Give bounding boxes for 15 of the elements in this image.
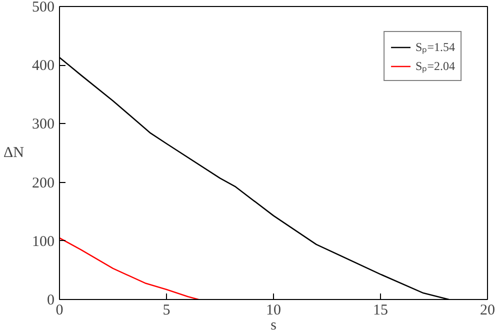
y-tick-label: 200 xyxy=(32,175,54,192)
y-tick-label: 100 xyxy=(32,234,54,250)
line-series xyxy=(60,237,200,300)
legend-label: Sₚ=2.04 xyxy=(416,58,455,74)
x-tick-label: 5 xyxy=(162,302,170,318)
y-tick-label: 500 xyxy=(32,0,54,16)
y-tick-label: 300 xyxy=(32,116,54,133)
x-axis-title: s xyxy=(270,318,277,334)
legend-label: Sₚ=1.54 xyxy=(416,39,455,55)
y-tick-label: 0 xyxy=(47,292,54,308)
x-tick-label: 15 xyxy=(373,302,388,318)
x-tick-label: 20 xyxy=(480,302,495,318)
x-tick-label: 10 xyxy=(266,302,281,318)
y-tick-label: 400 xyxy=(32,58,54,74)
y-axis-title: ΔN xyxy=(4,145,24,161)
